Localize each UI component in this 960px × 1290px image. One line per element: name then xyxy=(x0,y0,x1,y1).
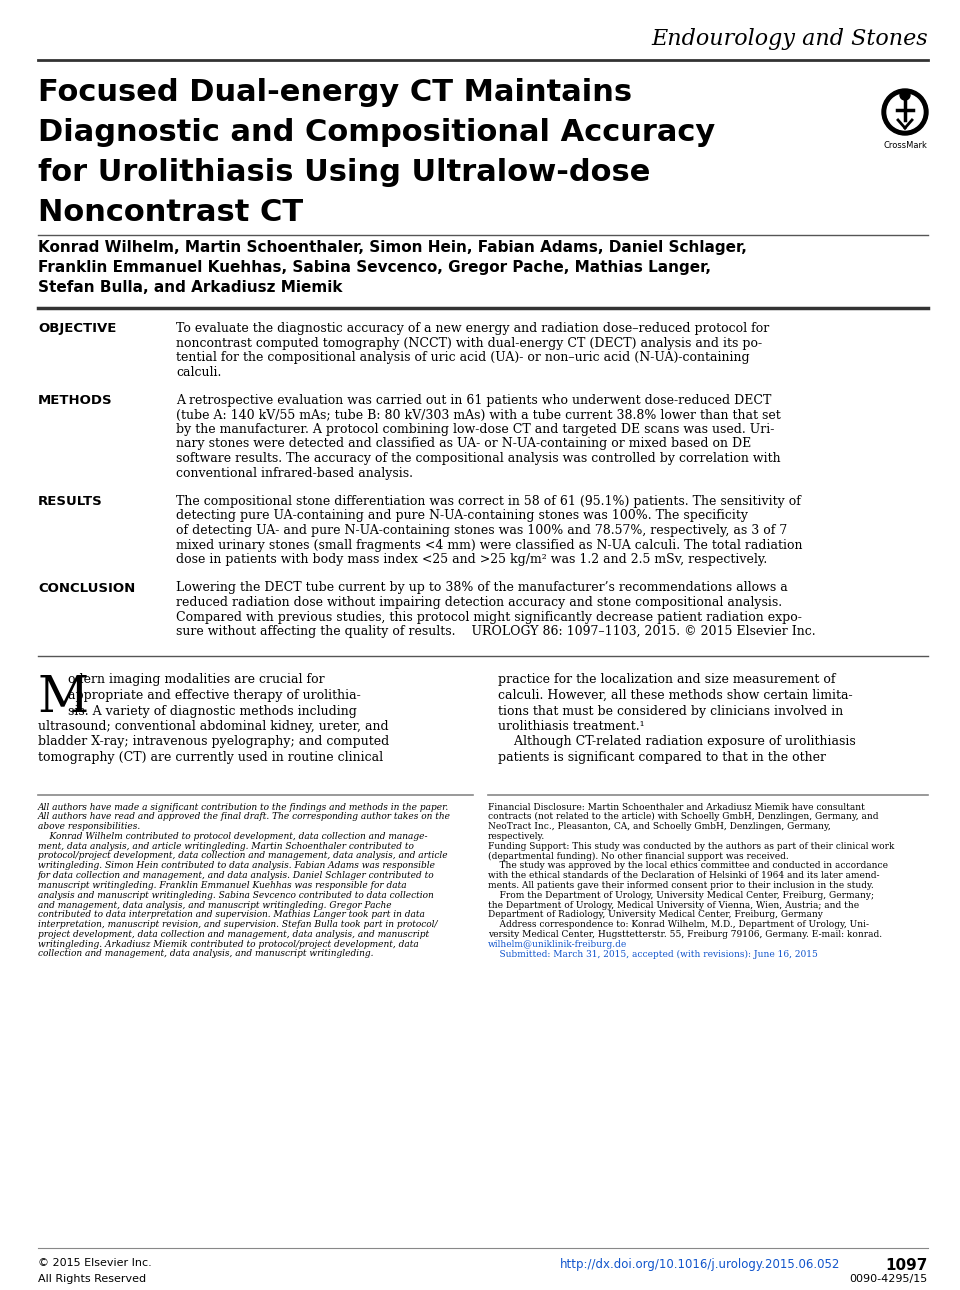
Text: 0090-4295/15: 0090-4295/15 xyxy=(850,1275,928,1284)
Text: respectively.: respectively. xyxy=(488,832,545,841)
Text: for data collection and management, and data analysis. Daniel Schlager contribut: for data collection and management, and … xyxy=(38,871,435,880)
Text: Submitted: March 31, 2015, accepted (with revisions): June 16, 2015: Submitted: March 31, 2015, accepted (wit… xyxy=(488,949,818,958)
Text: Focused Dual-energy CT Maintains: Focused Dual-energy CT Maintains xyxy=(38,77,632,107)
Text: Konrad Wilhelm contributed to protocol development, data collection and manage-: Konrad Wilhelm contributed to protocol d… xyxy=(38,832,427,841)
Text: The compositional stone differentiation was correct in 58 of 61 (95.1%) patients: The compositional stone differentiation … xyxy=(176,495,801,508)
Text: Noncontrast CT: Noncontrast CT xyxy=(38,197,303,227)
Text: software results. The accuracy of the compositional analysis was controlled by c: software results. The accuracy of the co… xyxy=(176,451,780,464)
Text: CONCLUSION: CONCLUSION xyxy=(38,582,135,595)
Text: noncontrast computed tomography (NCCT) with dual-energy CT (DECT) analysis and i: noncontrast computed tomography (NCCT) w… xyxy=(176,337,762,350)
Text: and management, data analysis, and manuscript writingleding. Gregor Pache: and management, data analysis, and manus… xyxy=(38,900,392,909)
Text: (tube A: 140 kV/55 mAs; tube B: 80 kV/303 mAs) with a tube current 38.8% lower t: (tube A: 140 kV/55 mAs; tube B: 80 kV/30… xyxy=(176,409,780,422)
Text: Funding Support: This study was conducted by the authors as part of their clinic: Funding Support: This study was conducte… xyxy=(488,841,895,850)
Text: Endourology and Stones: Endourology and Stones xyxy=(652,28,928,50)
Text: © 2015 Elsevier Inc.: © 2015 Elsevier Inc. xyxy=(38,1258,152,1268)
Text: Compared with previous studies, this protocol might significantly decrease patie: Compared with previous studies, this pro… xyxy=(176,610,802,623)
Circle shape xyxy=(900,90,910,101)
Text: Stefan Bulla, and Arkadiusz Miemik: Stefan Bulla, and Arkadiusz Miemik xyxy=(38,280,343,295)
Text: dose in patients with body mass index <25 and >25 kg/m² was 1.2 and 2.5 mSv, res: dose in patients with body mass index <2… xyxy=(176,553,767,566)
Text: patients is significant compared to that in the other: patients is significant compared to that… xyxy=(498,751,826,764)
Text: odern imaging modalities are crucial for: odern imaging modalities are crucial for xyxy=(68,673,324,686)
Text: by the manufacturer. A protocol combining low-dose CT and targeted DE scans was : by the manufacturer. A protocol combinin… xyxy=(176,423,775,436)
Text: (departmental funding). No other financial support was received.: (departmental funding). No other financi… xyxy=(488,851,789,860)
Text: conventional infrared-based analysis.: conventional infrared-based analysis. xyxy=(176,467,413,480)
Text: contributed to data interpretation and supervision. Mathias Langer took part in : contributed to data interpretation and s… xyxy=(38,911,425,920)
Text: Franklin Emmanuel Kuehhas, Sabina Sevcenco, Gregor Pache, Mathias Langer,: Franklin Emmanuel Kuehhas, Sabina Sevcen… xyxy=(38,261,711,275)
Text: writingleding. Arkadiusz Miemik contributed to protocol/project development, dat: writingleding. Arkadiusz Miemik contribu… xyxy=(38,939,419,948)
Text: sis. A variety of diagnostic methods including: sis. A variety of diagnostic methods inc… xyxy=(68,704,357,717)
Text: the Department of Urology, Medical University of Vienna, Wien, Austria; and the: the Department of Urology, Medical Unive… xyxy=(488,900,859,909)
Text: tential for the compositional analysis of uric acid (UA)- or non–uric acid (N-UA: tential for the compositional analysis o… xyxy=(176,351,750,364)
Text: tomography (CT) are currently used in routine clinical: tomography (CT) are currently used in ro… xyxy=(38,751,383,764)
Circle shape xyxy=(887,94,923,130)
Text: Lowering the DECT tube current by up to 38% of the manufacturer’s recommendation: Lowering the DECT tube current by up to … xyxy=(176,582,788,595)
Text: bladder X-ray; intravenous pyelography; and computed: bladder X-ray; intravenous pyelography; … xyxy=(38,735,389,748)
Text: ment, data analysis, and article writingleding. Martin Schoenthaler contributed : ment, data analysis, and article writing… xyxy=(38,841,414,850)
Text: calculi.: calculi. xyxy=(176,365,222,378)
Text: ments. All patients gave their informed consent prior to their inclusion in the : ments. All patients gave their informed … xyxy=(488,881,874,890)
Text: sure without affecting the quality of results.    UROLOGY 86: 1097–1103, 2015. ©: sure without affecting the quality of re… xyxy=(176,624,816,639)
Text: tions that must be considered by clinicians involved in: tions that must be considered by clinici… xyxy=(498,704,843,717)
Text: METHODS: METHODS xyxy=(38,393,112,408)
Text: of detecting UA- and pure N-UA-containing stones was 100% and 78.57%, respective: of detecting UA- and pure N-UA-containin… xyxy=(176,524,787,537)
Text: Konrad Wilhelm, Martin Schoenthaler, Simon Hein, Fabian Adams, Daniel Schlager,: Konrad Wilhelm, Martin Schoenthaler, Sim… xyxy=(38,240,747,255)
Text: analysis and manuscript writingleding. Sabina Sevcenco contributed to data colle: analysis and manuscript writingleding. S… xyxy=(38,890,434,899)
Text: Diagnostic and Compositional Accuracy: Diagnostic and Compositional Accuracy xyxy=(38,117,715,147)
Text: urolithiasis treatment.¹: urolithiasis treatment.¹ xyxy=(498,720,644,733)
Text: M: M xyxy=(38,673,89,722)
Text: for Urolithiasis Using Ultralow-dose: for Urolithiasis Using Ultralow-dose xyxy=(38,157,650,187)
Text: project development, data collection and management, data analysis, and manuscri: project development, data collection and… xyxy=(38,930,429,939)
Text: Although CT-related radiation exposure of urolithiasis: Although CT-related radiation exposure o… xyxy=(498,735,855,748)
Text: To evaluate the diagnostic accuracy of a new energy and radiation dose–reduced p: To evaluate the diagnostic accuracy of a… xyxy=(176,322,769,335)
Text: calculi. However, all these methods show certain limita-: calculi. However, all these methods show… xyxy=(498,689,852,702)
Text: nary stones were detected and classified as UA- or N-UA-containing or mixed base: nary stones were detected and classified… xyxy=(176,437,752,450)
Text: protocol/project development, data collection and management, data analysis, and: protocol/project development, data colle… xyxy=(38,851,447,860)
Text: practice for the localization and size measurement of: practice for the localization and size m… xyxy=(498,673,835,686)
Text: RESULTS: RESULTS xyxy=(38,495,103,508)
Text: A retrospective evaluation was carried out in 61 patients who underwent dose-red: A retrospective evaluation was carried o… xyxy=(176,393,772,408)
Text: collection and management, data analysis, and manuscript writingleding.: collection and management, data analysis… xyxy=(38,949,373,958)
Text: 1097: 1097 xyxy=(886,1258,928,1273)
Text: From the Department of Urology, University Medical Center, Freiburg, Germany;: From the Department of Urology, Universi… xyxy=(488,890,874,899)
Text: OBJECTIVE: OBJECTIVE xyxy=(38,322,116,335)
Text: mixed urinary stones (small fragments <4 mm) were classified as N-UA calculi. Th: mixed urinary stones (small fragments <4… xyxy=(176,538,803,552)
Circle shape xyxy=(882,89,928,135)
Text: reduced radiation dose without impairing detection accuracy and stone compositio: reduced radiation dose without impairing… xyxy=(176,596,782,609)
Text: CrossMark: CrossMark xyxy=(883,141,927,150)
Text: The study was approved by the local ethics committee and conducted in accordance: The study was approved by the local ethi… xyxy=(488,862,888,871)
Text: detecting pure UA-containing and pure N-UA-containing stones was 100%. The speci: detecting pure UA-containing and pure N-… xyxy=(176,510,748,522)
Text: wilhelm@uniklinik-freiburg.de: wilhelm@uniklinik-freiburg.de xyxy=(488,939,627,948)
Text: with the ethical standards of the Declaration of Helsinki of 1964 and its later : with the ethical standards of the Declar… xyxy=(488,871,879,880)
Text: interpretation, manuscript revision, and supervision. Stefan Bulla took part in : interpretation, manuscript revision, and… xyxy=(38,920,438,929)
Text: All Rights Reserved: All Rights Reserved xyxy=(38,1275,146,1284)
Text: appropriate and effective therapy of urolithia-: appropriate and effective therapy of uro… xyxy=(68,689,361,702)
Text: versity Medical Center, Hugsttetterstr. 55, Freiburg 79106, Germany. E-mail: kon: versity Medical Center, Hugsttetterstr. … xyxy=(488,930,882,939)
Text: NeoTract Inc., Pleasanton, CA, and Schoelly GmbH, Denzlingen, Germany,: NeoTract Inc., Pleasanton, CA, and Schoe… xyxy=(488,822,830,831)
Text: manuscript writingleding. Franklin Emmanuel Kuehhas was responsible for data: manuscript writingleding. Franklin Emman… xyxy=(38,881,407,890)
Text: http://dx.doi.org/10.1016/j.urology.2015.06.052: http://dx.doi.org/10.1016/j.urology.2015… xyxy=(560,1258,840,1271)
Text: contracts (not related to the article) with Schoelly GmbH, Denzlingen, Germany, : contracts (not related to the article) w… xyxy=(488,813,878,822)
Text: above responsibilities.: above responsibilities. xyxy=(38,822,140,831)
Text: Department of Radiology, University Medical Center, Freiburg, Germany: Department of Radiology, University Medi… xyxy=(488,911,823,920)
Text: All authors have made a significant contribution to the findings and methods in : All authors have made a significant cont… xyxy=(38,802,449,811)
Text: Address correspondence to: Konrad Wilhelm, M.D., Department of Urology, Uni-: Address correspondence to: Konrad Wilhel… xyxy=(488,920,869,929)
Text: writingleding. Simon Hein contributed to data analysis. Fabian Adams was respons: writingleding. Simon Hein contributed to… xyxy=(38,862,435,871)
Text: All authors have read and approved the final draft. The corresponding author tak: All authors have read and approved the f… xyxy=(38,813,451,822)
Text: Financial Disclosure: Martin Schoenthaler and Arkadiusz Miemik have consultant: Financial Disclosure: Martin Schoenthale… xyxy=(488,802,865,811)
Text: ultrasound; conventional abdominal kidney, ureter, and: ultrasound; conventional abdominal kidne… xyxy=(38,720,389,733)
